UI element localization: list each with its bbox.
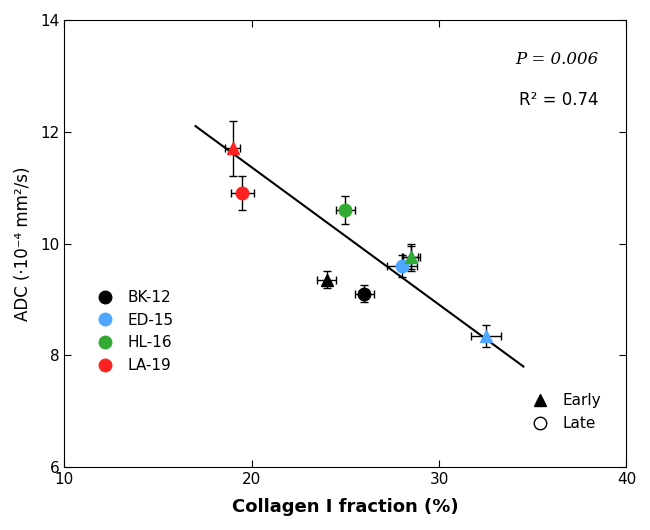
X-axis label: Collagen I fraction (%): Collagen I fraction (%) xyxy=(232,498,459,516)
Legend: Early, Late: Early, Late xyxy=(519,387,608,437)
Y-axis label: ADC (·10⁻⁴ mm²/s): ADC (·10⁻⁴ mm²/s) xyxy=(14,166,32,321)
Text: R² = 0.74: R² = 0.74 xyxy=(519,92,599,110)
Text: P = 0.006: P = 0.006 xyxy=(515,51,599,68)
